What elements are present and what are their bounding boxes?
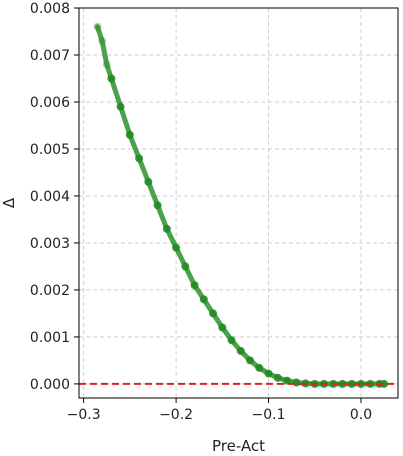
y-tick-label: 0.007 <box>30 48 70 64</box>
y-axis-label: Δ <box>0 197 18 208</box>
y-axis-ticks: 0.000 0.001 0.002 0.003 0.004 0.005 0.006 0.007… <box>30 1 79 393</box>
x-tick-label: 0.0 <box>350 407 372 423</box>
y-tick-label: 0.004 <box>30 189 70 205</box>
y-tick-label: 0.005 <box>30 142 70 158</box>
y-tick-label: 0.002 <box>30 283 70 299</box>
y-tick-label: 0.008 <box>30 1 70 17</box>
y-tick-label: 0.001 <box>30 330 70 346</box>
grid-lines <box>79 7 398 398</box>
series-trace <box>94 24 387 387</box>
y-tick-label: 0.000 <box>30 377 70 393</box>
x-axis-ticks: −0.3 −0.2 −0.1 0.0 <box>67 398 372 423</box>
x-tick-label: −0.2 <box>159 407 193 423</box>
plot-area <box>93 22 389 388</box>
x-axis-label: Pre-Act <box>212 437 265 455</box>
y-tick-label: 0.003 <box>30 236 70 252</box>
x-tick-label: −0.1 <box>252 407 286 423</box>
axes-frame <box>78 7 399 399</box>
x-tick-label: −0.3 <box>67 407 101 423</box>
y-tick-label: 0.006 <box>30 95 70 111</box>
